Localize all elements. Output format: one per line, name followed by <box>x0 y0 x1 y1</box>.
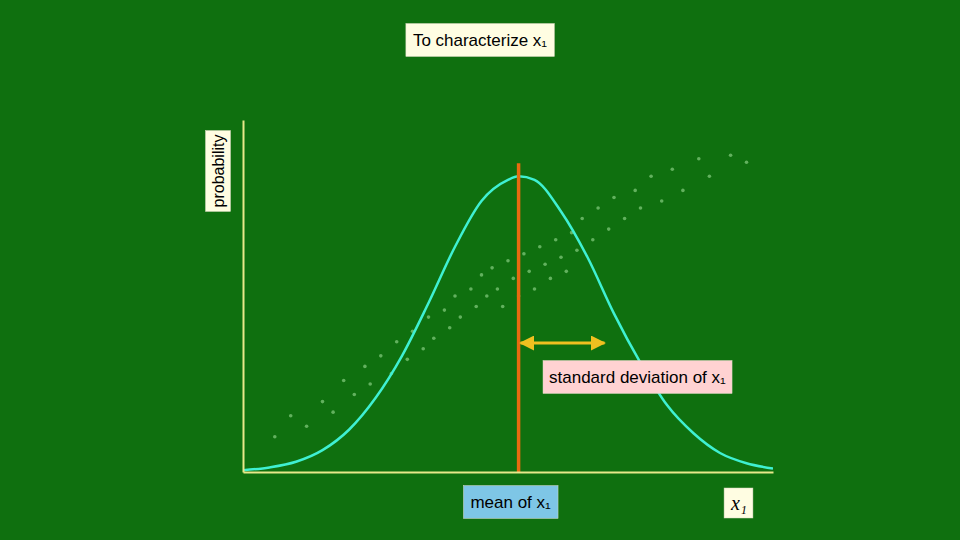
scatter-point <box>745 160 749 164</box>
scatter-point <box>639 206 643 210</box>
scatter-point <box>681 189 685 193</box>
scatter-point <box>565 270 569 274</box>
y-label-rot: probability <box>206 131 231 212</box>
scatter-point <box>432 336 436 340</box>
scatter-point <box>289 414 293 418</box>
scatter-point <box>395 340 399 344</box>
scatter-point <box>596 206 600 210</box>
distribution-curve <box>243 176 773 470</box>
scatter-point <box>527 270 531 274</box>
scatter-point <box>453 294 457 298</box>
scatter-point <box>633 189 637 193</box>
scatter-point <box>474 305 478 309</box>
scatter-point <box>421 347 425 351</box>
scatter-point <box>331 410 335 414</box>
scatter-point <box>649 175 653 179</box>
x-axis-title-box <box>724 488 753 518</box>
y-axis <box>243 121 244 473</box>
scatter-point <box>368 382 372 386</box>
scatter-point <box>554 238 558 242</box>
std-arrow <box>521 342 605 345</box>
mean-label-box <box>463 486 558 519</box>
scatter-series <box>273 153 748 438</box>
x-axis-title: x₁ <box>730 492 747 514</box>
scatter-point <box>490 266 494 270</box>
scatter-point <box>660 199 664 203</box>
title-group: To characterize x₁ <box>406 24 554 57</box>
std-label-box <box>543 361 732 394</box>
mean-label-group: mean of x₁ <box>463 486 558 519</box>
scatter-point <box>591 238 595 242</box>
x-axis <box>244 472 774 473</box>
plot-area <box>243 153 773 472</box>
scatter-point <box>363 365 367 369</box>
scatter-point <box>305 424 309 428</box>
scatter-point <box>538 245 542 249</box>
scatter-point <box>533 287 537 291</box>
mean-line <box>517 163 521 472</box>
scatter-point <box>580 217 584 221</box>
x-axis-title-group: x₁ <box>724 488 753 518</box>
scatter-point <box>708 175 712 179</box>
scatter-point <box>480 273 484 277</box>
scatter-point <box>485 294 489 298</box>
scatter-point <box>575 248 579 252</box>
labels: To characterize x₁ probability x₁ mean of x… <box>206 24 753 519</box>
scatter-point <box>379 354 383 358</box>
background <box>0 0 960 540</box>
scatter-point <box>543 263 547 267</box>
scatter-point <box>496 287 500 291</box>
chart: To characterize x₁ probability x₁ mean of x… <box>0 0 960 540</box>
scatter-point <box>443 308 447 312</box>
scatter-point <box>353 393 357 397</box>
std-label: standard deviation of x₁ <box>549 368 726 387</box>
scatter-point <box>273 435 277 439</box>
y-axis-title-group: probability <box>206 131 231 212</box>
scatter-point <box>729 153 733 157</box>
scatter-point <box>623 217 627 221</box>
title-box <box>406 24 554 57</box>
scatter-point <box>506 259 510 263</box>
y-axis-line <box>243 121 245 473</box>
scatter-point <box>697 157 701 161</box>
scatter-point <box>501 305 505 309</box>
scatter-point <box>671 167 675 171</box>
scatter-point <box>559 255 563 259</box>
y-axis-title-box <box>206 131 231 212</box>
scatter-point <box>549 277 553 281</box>
scatter-point <box>522 252 526 256</box>
scatter-point <box>459 315 463 319</box>
title: To characterize x₁ <box>413 31 547 50</box>
scatter-point <box>406 358 410 362</box>
scatter-point <box>612 196 616 200</box>
std-label-group: standard deviation of x₁ <box>543 361 732 394</box>
x-axis-line <box>244 472 774 474</box>
scatter-point <box>607 227 611 231</box>
scatter-point <box>427 315 431 319</box>
scatter-point <box>321 400 325 404</box>
scatter-point <box>342 379 346 383</box>
y-axis-title: probability <box>210 135 227 208</box>
scatter-point <box>469 287 473 291</box>
mean-label: mean of x₁ <box>470 493 551 512</box>
scatter-point <box>448 326 452 330</box>
scatter-point <box>512 277 516 281</box>
